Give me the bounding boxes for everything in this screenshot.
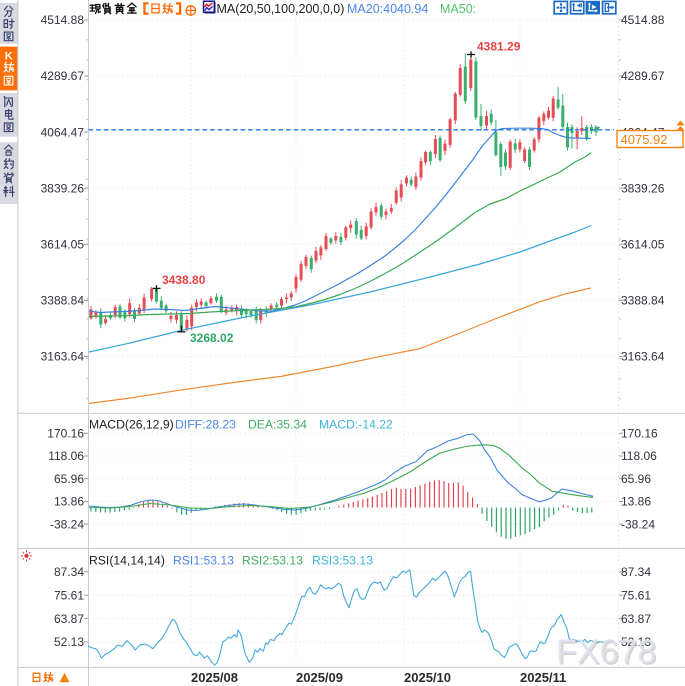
svg-text:3388.84: 3388.84 — [621, 294, 665, 308]
svg-text:87.34: 87.34 — [621, 565, 651, 579]
svg-text:2025/08: 2025/08 — [191, 670, 238, 685]
svg-text:52.13: 52.13 — [54, 635, 84, 649]
svg-text:RSI2:53.13: RSI2:53.13 — [242, 554, 303, 568]
svg-text:13.86: 13.86 — [621, 495, 651, 509]
svg-text:4064.47: 4064.47 — [41, 125, 85, 139]
svg-text:FX678: FX678 — [558, 635, 658, 673]
svg-text:MA(20,50,100,200,0,0): MA(20,50,100,200,0,0) — [217, 2, 345, 16]
svg-text:3438.80: 3438.80 — [162, 273, 206, 287]
svg-text:MACD(26,12,9): MACD(26,12,9) — [89, 418, 174, 432]
svg-text:118.06: 118.06 — [621, 449, 657, 463]
svg-text:3614.05: 3614.05 — [621, 238, 665, 252]
svg-text:FX678: FX678 — [556, 633, 656, 671]
svg-text:4289.67: 4289.67 — [41, 69, 85, 83]
svg-text:MA20:4040.94: MA20:4040.94 — [347, 2, 428, 16]
svg-text:4381.29: 4381.29 — [477, 40, 521, 54]
svg-text:DIFF:28.23: DIFF:28.23 — [175, 418, 236, 432]
svg-text:2025/10: 2025/10 — [404, 670, 451, 685]
svg-text:3839.26: 3839.26 — [41, 181, 85, 195]
svg-text:170.16: 170.16 — [47, 427, 84, 441]
svg-text:MACD:-14.22: MACD:-14.22 — [319, 418, 393, 432]
svg-text:4514.88: 4514.88 — [621, 13, 665, 27]
svg-text:65.96: 65.96 — [54, 472, 84, 486]
svg-text:52.13: 52.13 — [621, 635, 651, 649]
svg-text:-38.24: -38.24 — [621, 517, 655, 531]
svg-text:4514.88: 4514.88 — [41, 13, 85, 27]
svg-text:K: K — [5, 50, 13, 62]
svg-text:3839.26: 3839.26 — [621, 181, 665, 195]
svg-text:RSI1:53.13: RSI1:53.13 — [173, 554, 234, 568]
svg-text:87.34: 87.34 — [54, 565, 84, 579]
svg-text:170.16: 170.16 — [621, 427, 658, 441]
svg-text:118.06: 118.06 — [48, 449, 84, 463]
svg-text:63.87: 63.87 — [621, 612, 651, 626]
svg-text:DEA:35.34: DEA:35.34 — [248, 418, 307, 432]
svg-text:75.61: 75.61 — [621, 588, 651, 602]
svg-text:2025/11: 2025/11 — [520, 670, 566, 685]
svg-text:RSI3:53.13: RSI3:53.13 — [312, 554, 373, 568]
svg-text:75.61: 75.61 — [54, 588, 84, 602]
svg-text:63.87: 63.87 — [54, 612, 84, 626]
svg-text:3388.84: 3388.84 — [41, 294, 85, 308]
svg-text:3268.02: 3268.02 — [190, 331, 234, 345]
svg-text:2025/09: 2025/09 — [296, 670, 343, 685]
svg-text:13.86: 13.86 — [54, 495, 84, 509]
svg-text:RSI(14,14,14): RSI(14,14,14) — [89, 554, 165, 568]
svg-text:3163.64: 3163.64 — [621, 350, 665, 364]
svg-text:MA50:: MA50: — [440, 2, 476, 16]
svg-text:4075.92: 4075.92 — [621, 132, 668, 147]
svg-text:4289.67: 4289.67 — [621, 69, 665, 83]
svg-text:3163.64: 3163.64 — [41, 350, 85, 364]
svg-text:3614.05: 3614.05 — [41, 238, 85, 252]
svg-text:65.96: 65.96 — [621, 472, 651, 486]
svg-text:-38.24: -38.24 — [50, 517, 84, 531]
